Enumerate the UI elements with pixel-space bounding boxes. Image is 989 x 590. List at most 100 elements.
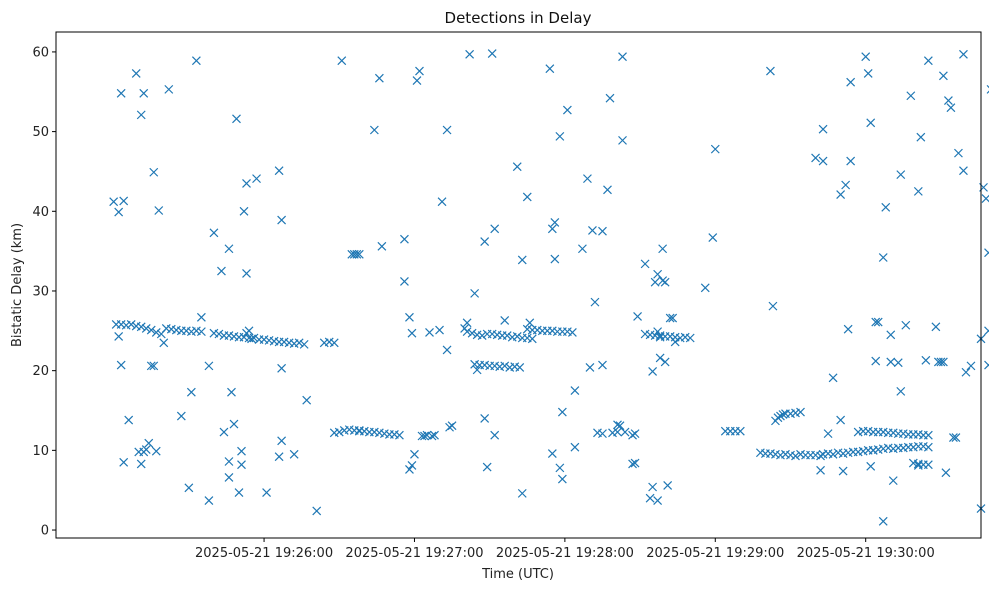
data-point (214, 329, 224, 339)
data-point (685, 333, 695, 343)
data-point (477, 331, 487, 341)
data-point (873, 317, 883, 327)
data-point (923, 430, 933, 440)
data-point (435, 325, 444, 335)
data-point (938, 357, 948, 367)
data-point (237, 460, 246, 470)
data-point (377, 241, 387, 251)
data-point (650, 277, 660, 287)
data-point (866, 118, 876, 128)
data-point (588, 225, 597, 235)
data-point (146, 361, 156, 371)
data-point (224, 473, 234, 482)
data-point (653, 269, 663, 279)
data-point (598, 429, 607, 439)
data-point (818, 156, 828, 166)
data-point (871, 317, 881, 327)
data-point (136, 322, 146, 332)
data-point (603, 185, 612, 195)
data-point (555, 131, 565, 141)
data-point (660, 277, 670, 287)
data-point (658, 244, 668, 254)
y-tick-label: 10 (32, 444, 49, 459)
data-point (816, 451, 825, 461)
data-point (670, 337, 680, 347)
data-point (951, 433, 961, 443)
data-point (585, 363, 595, 372)
y-tick-label: 0 (41, 524, 49, 539)
data-point (299, 339, 309, 349)
data-point (653, 496, 663, 505)
data-point (861, 52, 871, 62)
data-point (445, 422, 454, 432)
data-point (109, 197, 119, 207)
data-point (653, 327, 663, 337)
data-point (893, 358, 903, 368)
y-tick-label: 50 (32, 125, 49, 140)
data-point (668, 313, 678, 323)
data-point (871, 356, 881, 366)
data-point (630, 429, 640, 439)
data-point (986, 84, 989, 94)
data-point (663, 480, 673, 490)
data-point (868, 445, 878, 455)
data-point (577, 244, 587, 254)
data-point (954, 148, 963, 158)
data-point (191, 56, 201, 66)
data-point (959, 49, 968, 59)
data-point (570, 442, 580, 452)
data-point (176, 411, 186, 421)
data-point (164, 84, 174, 94)
data-point (114, 207, 124, 217)
data-point (818, 124, 828, 134)
data-point (480, 237, 490, 246)
data-point (354, 249, 364, 259)
data-point (658, 276, 668, 286)
data-point (823, 429, 833, 439)
data-point (239, 206, 249, 216)
data-point (590, 297, 600, 307)
data-point (878, 253, 888, 262)
data-point (923, 442, 933, 452)
data-point (923, 56, 933, 66)
data-point (943, 96, 953, 105)
data-point (555, 463, 565, 473)
data-point (828, 449, 838, 459)
data-point (312, 506, 322, 516)
data-point (400, 276, 409, 286)
data-point (916, 132, 926, 142)
data-point (615, 421, 625, 431)
data-point (878, 516, 888, 526)
data-point (645, 493, 655, 503)
data-point (410, 449, 419, 459)
data-point (567, 327, 577, 337)
data-points (109, 49, 989, 526)
data-point (913, 461, 923, 470)
data-point (613, 420, 622, 430)
data-point (274, 452, 284, 462)
data-point (277, 215, 287, 225)
data-point (836, 190, 846, 199)
data-point (490, 430, 500, 440)
data-point (252, 174, 261, 184)
data-point (234, 488, 244, 498)
data-point (337, 56, 347, 66)
data-point (467, 328, 477, 338)
data-point (490, 224, 500, 234)
data-point (146, 325, 156, 335)
data-point (796, 407, 805, 417)
data-point (224, 457, 234, 466)
data-point (369, 125, 379, 135)
data-point (846, 156, 856, 166)
data-point (242, 269, 251, 278)
x-tick-label: 2025-05-21 19:30:00 (797, 546, 935, 561)
data-point (244, 326, 254, 336)
data-point (412, 76, 422, 86)
data-point (655, 353, 665, 363)
data-point (557, 407, 567, 417)
data-point (959, 166, 968, 176)
data-point (843, 324, 853, 334)
data-point (151, 446, 161, 456)
data-point (881, 202, 891, 212)
